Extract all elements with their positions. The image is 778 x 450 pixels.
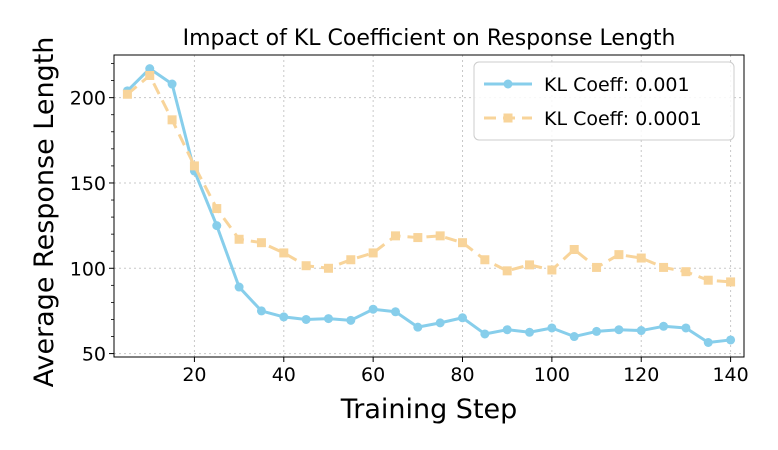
legend-marker	[503, 79, 513, 89]
data-point	[413, 233, 423, 243]
data-point	[458, 238, 468, 248]
data-point	[614, 250, 624, 260]
data-point	[390, 307, 400, 317]
data-point	[569, 245, 579, 255]
chart-title: Impact of KL Coefficient on Response Len…	[183, 26, 676, 51]
data-point	[167, 79, 177, 89]
data-point	[435, 231, 445, 241]
x-tick-label: 140	[712, 364, 748, 386]
data-point	[569, 332, 579, 342]
x-tick-label: 100	[534, 364, 570, 386]
data-point	[323, 314, 333, 324]
data-point	[636, 326, 646, 336]
data-point	[189, 161, 199, 171]
data-point	[323, 263, 333, 273]
data-point	[681, 267, 691, 277]
x-tick-label: 20	[182, 364, 206, 386]
legend: KL Coeff: 0.001 KL Coeff: 0.0001	[473, 61, 735, 141]
data-point	[502, 266, 512, 276]
data-point	[256, 306, 266, 316]
data-point	[525, 260, 535, 270]
data-point	[703, 337, 713, 347]
data-point	[167, 115, 177, 125]
data-point	[212, 221, 222, 231]
data-point	[122, 89, 132, 99]
data-point	[458, 313, 468, 323]
legend-marker	[503, 113, 513, 123]
data-point	[301, 261, 311, 271]
data-point	[681, 323, 691, 333]
series-2	[122, 70, 736, 287]
series-layer	[122, 64, 736, 347]
series-line	[126, 67, 731, 344]
legend-box	[473, 61, 735, 141]
data-point	[502, 325, 512, 335]
data-point	[592, 262, 602, 272]
x-tick-label: 120	[623, 364, 659, 386]
data-point	[368, 304, 378, 314]
data-point	[703, 275, 713, 285]
y-tick-label: 100	[70, 258, 106, 280]
data-point	[726, 277, 736, 287]
data-point	[212, 204, 222, 214]
series-line	[126, 73, 731, 284]
data-point	[435, 318, 445, 328]
data-point	[659, 262, 669, 272]
data-point	[145, 64, 155, 74]
y-axis-label: Average Response Length	[29, 37, 60, 388]
series-1	[122, 64, 736, 347]
data-point	[547, 323, 557, 333]
data-point	[346, 315, 356, 325]
data-point	[413, 322, 423, 332]
y-tick-label: 150	[70, 173, 106, 195]
data-point	[636, 253, 646, 263]
plot-area-frame	[113, 54, 745, 358]
data-point	[547, 265, 557, 275]
data-point	[592, 326, 602, 336]
x-tick-label: 80	[450, 364, 474, 386]
data-point	[301, 314, 311, 324]
data-point	[368, 248, 378, 258]
data-point	[525, 327, 535, 337]
y-tick-label: 200	[70, 88, 106, 110]
data-point	[279, 248, 289, 258]
data-point	[659, 321, 669, 331]
x-axis-label: Training Step	[340, 394, 518, 425]
data-point	[480, 255, 490, 265]
data-point	[234, 282, 244, 292]
axis-ticks: 20 40 60 80 100 120 140 50 100 150 200	[70, 63, 749, 386]
data-point	[256, 238, 266, 248]
x-tick-label: 40	[272, 364, 296, 386]
data-point	[346, 255, 356, 265]
data-point	[726, 335, 736, 345]
data-point	[145, 70, 155, 80]
data-point	[279, 312, 289, 322]
data-point	[614, 325, 624, 335]
data-point	[390, 231, 400, 241]
data-point	[234, 234, 244, 244]
y-tick-label: 50	[82, 344, 106, 366]
x-tick-label: 60	[361, 364, 385, 386]
legend-label: KL Coeff: 0.0001	[544, 108, 702, 130]
legend-label: KL Coeff: 0.001	[544, 74, 690, 96]
data-point	[480, 329, 490, 339]
